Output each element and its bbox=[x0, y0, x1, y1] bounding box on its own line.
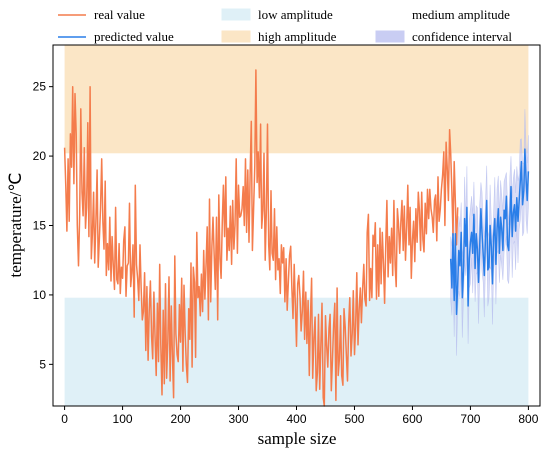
x-tick-label: 700 bbox=[460, 412, 480, 426]
legend-label: predicted value bbox=[94, 29, 174, 44]
legend-label: high amplitude bbox=[258, 29, 337, 44]
x-tick-label: 300 bbox=[229, 412, 249, 426]
legend-label: medium amplitude bbox=[412, 7, 510, 22]
y-tick-label: 5 bbox=[39, 357, 46, 371]
legend-entry-low-amplitude: low amplitude bbox=[221, 7, 333, 22]
x-axis-ticks: 0 100 200 300 400 500 600 700 800 bbox=[61, 406, 539, 426]
y-axis-title: temperature/℃ bbox=[6, 173, 25, 278]
x-tick-label: 500 bbox=[344, 412, 364, 426]
legend-label: confidence interval bbox=[412, 29, 512, 44]
legend-entry-high-amplitude: high amplitude bbox=[221, 29, 337, 44]
x-tick-label: 800 bbox=[518, 412, 538, 426]
legend-entry-medium-amplitude: medium amplitude bbox=[376, 7, 510, 22]
x-tick-label: 0 bbox=[61, 412, 68, 426]
legend-entry-real-value: real value bbox=[58, 7, 145, 22]
x-tick-label: 200 bbox=[171, 412, 191, 426]
real-value-line bbox=[63, 69, 459, 407]
legend-patch-swatch bbox=[221, 8, 251, 21]
y-tick-label: 20 bbox=[33, 149, 47, 163]
x-axis-title: sample size bbox=[258, 429, 337, 448]
y-axis-ticks: 5 10 15 20 25 bbox=[33, 80, 53, 371]
x-tick-label: 600 bbox=[402, 412, 422, 426]
high-amplitude-band bbox=[64, 45, 529, 154]
legend-label: real value bbox=[94, 7, 145, 22]
legend: real value predicted value low amplitude hi… bbox=[58, 7, 512, 44]
y-tick-label: 15 bbox=[33, 219, 47, 233]
x-tick-label: 400 bbox=[286, 412, 306, 426]
legend-patch-swatch bbox=[221, 30, 251, 43]
y-tick-label: 25 bbox=[33, 80, 47, 94]
legend-entry-confidence-interval: confidence interval bbox=[375, 29, 512, 44]
x-tick-label: 100 bbox=[113, 412, 133, 426]
legend-patch-swatch bbox=[375, 30, 405, 43]
y-tick-label: 10 bbox=[33, 288, 47, 302]
predicted-value-line bbox=[449, 148, 530, 316]
series-lines bbox=[63, 69, 530, 407]
legend-entry-predicted-value: predicted value bbox=[58, 29, 174, 44]
legend-label: low amplitude bbox=[258, 7, 333, 22]
legend-patch-swatch bbox=[376, 9, 404, 20]
